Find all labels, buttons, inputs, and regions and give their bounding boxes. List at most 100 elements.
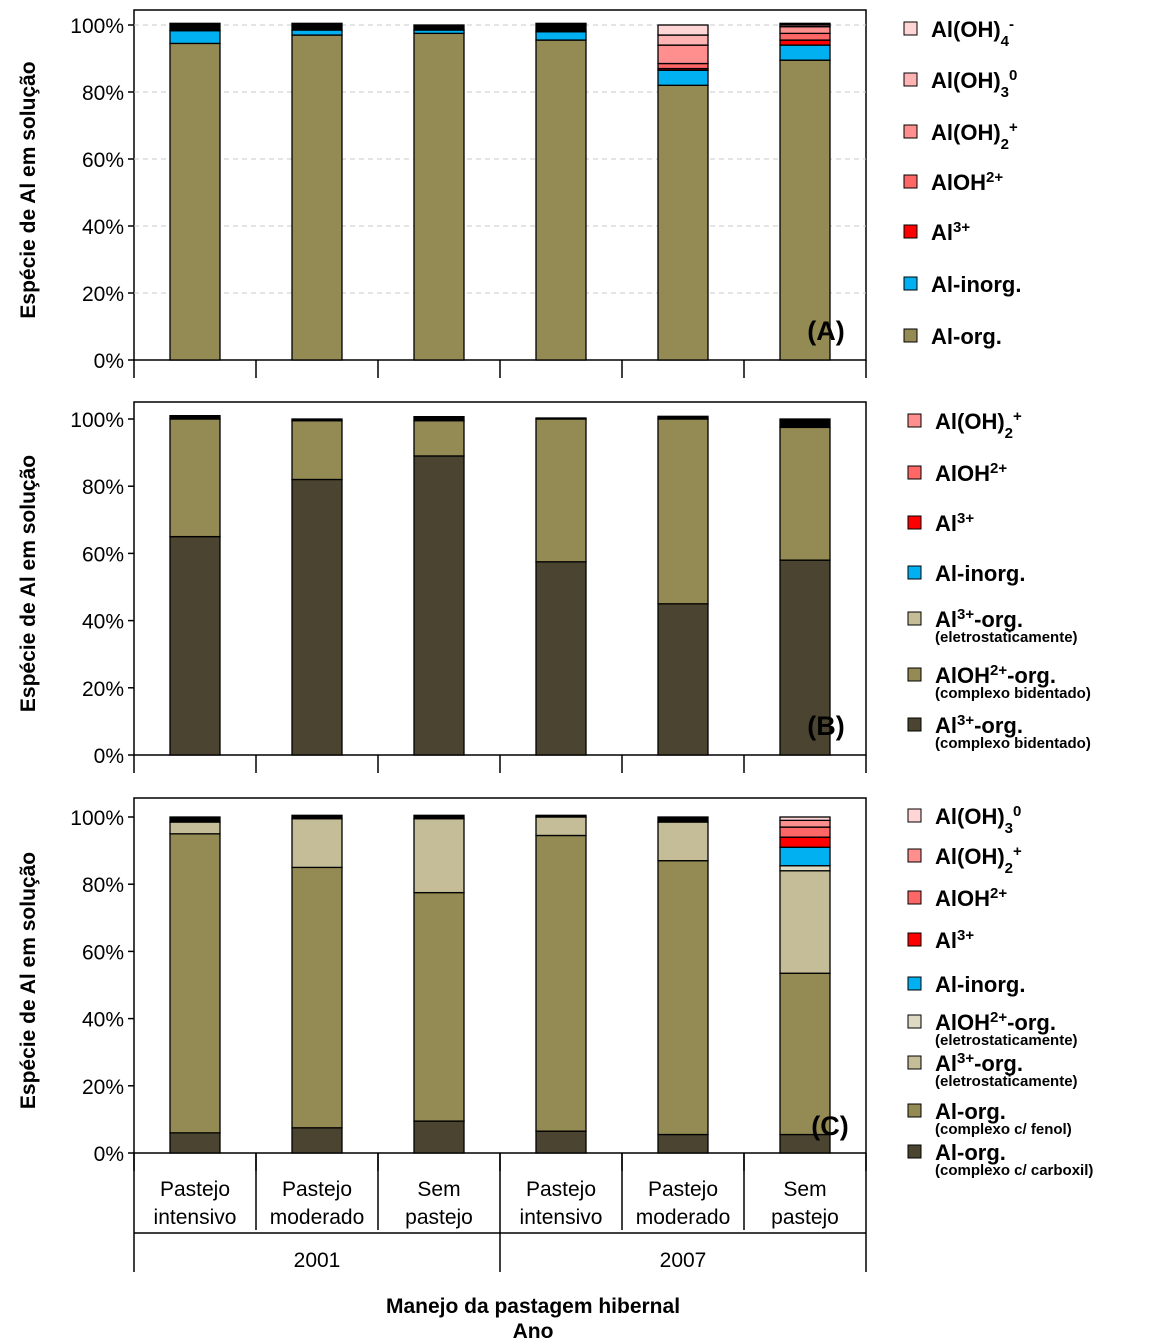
x-category-label: pastejo: [405, 1206, 473, 1229]
panel-2: 0% 20% 40% 60% 80% 100% Espécie de Al em soluç…: [17, 401, 1091, 773]
x-category-label: Sem: [417, 1178, 460, 1201]
y-tick-label: 20%: [82, 283, 124, 306]
legend-label: Al-org.: [935, 1099, 1006, 1124]
panel-3: 0% 20% 40% 60% 80% 100% Espécie de Al em soluç…: [17, 797, 1093, 1179]
bar-segment: [291, 1127, 343, 1154]
legend-swatch: [907, 1014, 922, 1029]
bar-segment: [169, 1132, 221, 1154]
legend-label: Al(OH)2+: [931, 119, 1018, 153]
bar-segment: [169, 22, 221, 32]
bar-segment: [291, 29, 343, 36]
legend-swatch: [903, 224, 918, 239]
bar-segment: [413, 32, 465, 361]
legend-sublabel: (eletrostaticamente): [935, 1032, 1078, 1049]
bar-segment: [291, 22, 343, 31]
bar-segment: [657, 418, 709, 605]
y-tick-label: 100%: [70, 409, 124, 432]
x-category-label: intensivo: [520, 1206, 603, 1229]
legend-label: Al-inorg.: [931, 272, 1021, 297]
legend-label: AlOH2+: [931, 169, 1003, 196]
x-category-label: Pastejo: [160, 1178, 230, 1201]
y-tick-label: 80%: [82, 476, 124, 499]
y-tick-label: 100%: [70, 15, 124, 38]
bar-segment: [535, 418, 587, 563]
panel-label: (C): [811, 1111, 848, 1141]
panel-label: (B): [807, 711, 844, 741]
bar-segment: [291, 866, 343, 1129]
legend-swatch: [907, 1144, 922, 1159]
bar-segment: [413, 455, 465, 756]
bar-segment: [291, 34, 343, 361]
plot-frame: [133, 401, 867, 756]
x-axis-title-line1: Manejo da pastagem hibernal: [386, 1295, 680, 1318]
bar-segment: [169, 418, 221, 538]
legend-swatch: [903, 328, 918, 343]
bar-segment: [657, 821, 709, 862]
legend: Al(OH)30Al(OH)2+AlOH2+Al3+Al-inorg.AlOH2…: [907, 803, 1093, 1179]
bar-segment: [535, 816, 587, 837]
legend-label: Al3+-org.: [935, 606, 1023, 633]
legend-label: Al(OH)30: [935, 803, 1021, 837]
x-category-label: Pastejo: [282, 1178, 352, 1201]
legend-label: AlOH2+: [935, 460, 1007, 487]
bar-segment: [657, 1133, 709, 1154]
bar-segment: [657, 860, 709, 1136]
panel-label: (A): [807, 316, 844, 346]
plot-frame: [133, 797, 867, 1154]
legend: Al(OH)2+AlOH2+Al3+Al-inorg.Al3+-org.(ele…: [907, 408, 1091, 752]
legend-sublabel: (eletrostaticamente): [935, 629, 1078, 646]
bar-segment: [535, 561, 587, 756]
bar-segment: [169, 30, 221, 45]
legend-swatch: [907, 465, 922, 480]
x-group-label: 2007: [660, 1249, 707, 1272]
bar-segment: [657, 69, 709, 86]
legend-swatch: [907, 890, 922, 905]
bar-segment: [535, 814, 587, 818]
bar-segment: [779, 972, 831, 1136]
legend-swatch: [907, 667, 922, 682]
bar-segment: [169, 414, 221, 420]
y-axis-label: Espécie de Al em solução: [17, 455, 40, 712]
y-tick-label: 40%: [82, 611, 124, 634]
legend-swatch: [907, 717, 922, 732]
legend-swatch: [903, 124, 918, 139]
bar-segment: [535, 39, 587, 361]
legend-label: Al-inorg.: [935, 561, 1025, 586]
bar-segment: [657, 24, 709, 36]
y-axis-label: Espécie de Al em solução: [17, 61, 40, 318]
x-axis-title-line2: Ano: [513, 1320, 554, 1343]
legend-label: Al(OH)2+: [935, 843, 1022, 877]
bar-segment: [169, 833, 221, 1134]
bar-segment: [291, 478, 343, 756]
x-category-label: moderado: [270, 1206, 365, 1229]
bar-segment: [535, 417, 587, 420]
legend-label: Al(OH)30: [931, 67, 1017, 101]
bar-segment: [169, 816, 221, 823]
bar-segment: [779, 426, 831, 561]
bar-segment: [535, 22, 587, 33]
bar-segment: [779, 819, 831, 828]
bar-segment: [291, 814, 343, 820]
y-tick-label: 100%: [70, 807, 124, 830]
legend-sublabel: (eletrostaticamente): [935, 1073, 1078, 1090]
y-tick-label: 0%: [94, 350, 124, 373]
bar-segment: [169, 535, 221, 756]
bar-segment: [779, 826, 831, 838]
legend-swatch: [907, 1103, 922, 1118]
bar-segment: [779, 32, 831, 41]
bar-segment: [779, 865, 831, 872]
bar-segment: [657, 34, 709, 46]
bar-segment: [657, 816, 709, 823]
bar-segment: [535, 834, 587, 1132]
y-tick-label: 0%: [94, 745, 124, 768]
plot-frame: [133, 9, 867, 361]
bar-segment: [779, 836, 831, 848]
y-axis-label: Espécie de Al em solução: [17, 852, 40, 1109]
bar-segment: [657, 62, 709, 70]
legend-sublabel: (complexo c/ fenol): [935, 1121, 1072, 1138]
legend-label: AlOH2+: [935, 885, 1007, 912]
x-category-label: Sem: [783, 1178, 826, 1201]
bar-segment: [779, 22, 831, 26]
bar-segment: [413, 415, 465, 422]
bar-segment: [657, 603, 709, 756]
